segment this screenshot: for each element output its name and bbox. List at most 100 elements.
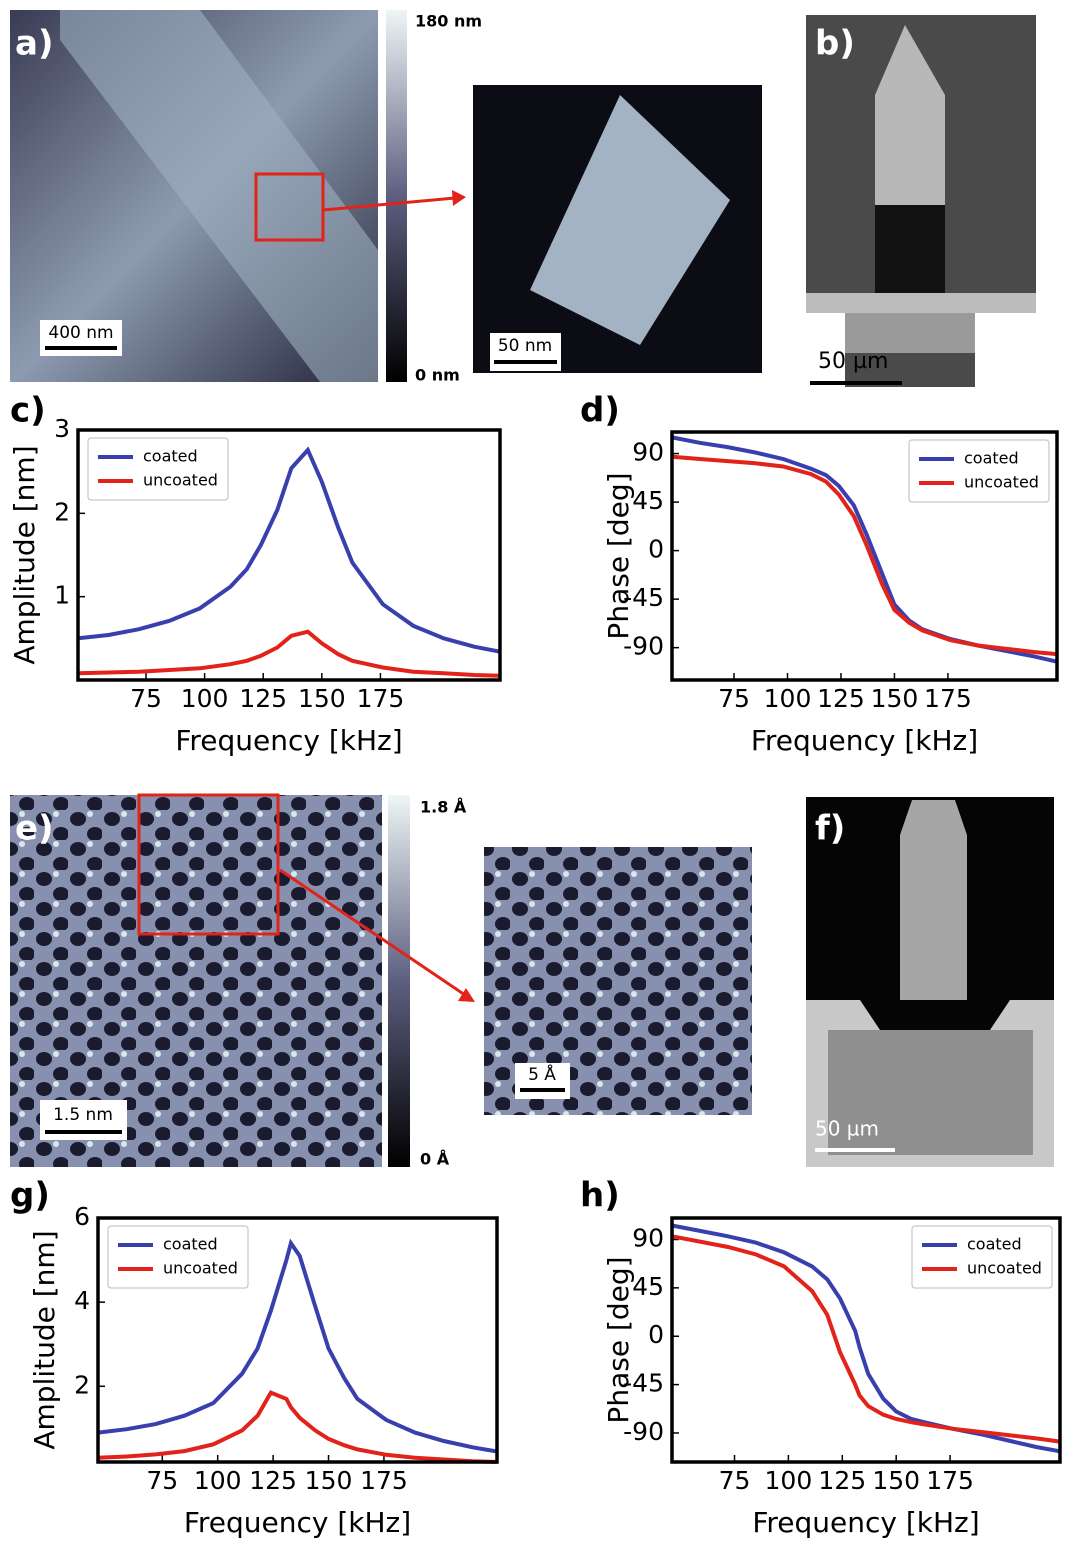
x-tick-label: 75 (719, 1466, 751, 1495)
legend-label: uncoated (967, 1259, 1042, 1278)
y-tick-label: 2 (54, 497, 70, 526)
scale-box (490, 333, 561, 371)
x-tick-label: 125 (239, 684, 287, 713)
zoom-box (254, 172, 325, 242)
arrow-head (452, 190, 466, 206)
x-tick-label: 150 (872, 1466, 920, 1495)
x-tick-label: 75 (718, 684, 750, 713)
chip (845, 313, 975, 353)
x-tick-label: 150 (305, 1466, 353, 1495)
panel-label: b) (815, 24, 855, 64)
scale-label: 5 Å (528, 1063, 556, 1085)
legend-label: coated (163, 1235, 218, 1254)
plot-frame (670, 1216, 1062, 1464)
x-tick-label: 150 (298, 684, 346, 713)
x-tick-label: 175 (924, 684, 972, 713)
panel-label: h) (580, 1176, 620, 1216)
panel-a: 180 nm 0 nm 400 nm 50 nm a) (10, 10, 762, 385)
chip-edge (806, 293, 1036, 313)
y-tick-label: 3 (54, 414, 70, 443)
legend-label: uncoated (964, 473, 1039, 492)
plot-frame (670, 430, 1059, 682)
x-axis-label: Frequency [kHz] (751, 724, 978, 757)
data-line (671, 1234, 1061, 1444)
x-axis-label: Frequency [kHz] (175, 724, 402, 757)
cantilever-tip (875, 25, 945, 205)
colorbar-min: 0 nm (415, 366, 460, 385)
scale-label: 400 nm (48, 323, 113, 343)
y-axis-label: Phase [deg] (602, 1256, 635, 1423)
y-tick-label: -45 (623, 583, 664, 612)
x-tick-label: 175 (360, 1466, 408, 1495)
x-tick-label: 75 (146, 1466, 178, 1495)
y-tick-label: 90 (632, 438, 664, 467)
scale-box (515, 1063, 570, 1099)
scale-label: 50 nm (498, 336, 552, 356)
panel-label: g) (10, 1176, 50, 1216)
x-tick-label: 100 (764, 684, 812, 713)
colorbar-max: 1.8 Å (420, 798, 467, 817)
plot-frame (76, 428, 502, 682)
x-axis-label: Frequency [kHz] (752, 1506, 979, 1539)
chip (828, 1030, 1033, 1155)
legend-box (911, 1225, 1053, 1289)
y-tick-label: -90 (623, 632, 664, 661)
x-tick-label: 175 (357, 684, 405, 713)
y-tick-label: -45 (623, 1369, 664, 1398)
legend-box (908, 439, 1050, 503)
y-tick-label: 0 (648, 535, 664, 564)
panel-f: 50 µm f) (806, 797, 1054, 1167)
panel-label: d) (580, 391, 620, 431)
y-tick-label: 4 (74, 1286, 90, 1315)
legend-label: coated (964, 449, 1019, 468)
x-tick-label: 100 (765, 1466, 813, 1495)
y-tick-label: 6 (74, 1202, 90, 1231)
data-line (77, 629, 501, 678)
background (806, 313, 845, 387)
data-line (97, 1390, 498, 1464)
colorbar-min: 0 Å (420, 1150, 450, 1169)
legend-label: coated (967, 1235, 1022, 1254)
colorbar (386, 10, 407, 382)
panel-label: f) (815, 809, 845, 849)
panel-label: a) (15, 24, 53, 64)
data-line (671, 454, 1058, 657)
y-tick-label: 1 (54, 581, 70, 610)
cantilever (900, 800, 967, 1000)
legend-box (87, 437, 229, 501)
legend-box (107, 1225, 249, 1289)
arrow (322, 196, 456, 212)
y-tick-label: 45 (632, 1272, 664, 1301)
panel-b: 50 µm b) (806, 15, 1036, 387)
colorbar (388, 795, 410, 1167)
y-tick-label: 0 (648, 1320, 664, 1349)
panel-label: e) (15, 809, 54, 849)
data-line (77, 446, 501, 654)
legend-label: coated (143, 447, 198, 466)
fiber-inset (530, 95, 730, 345)
x-tick-label: 150 (871, 684, 919, 713)
scale-label: 50 µm (818, 349, 888, 374)
x-tick-label: 125 (817, 684, 865, 713)
arrow-head (458, 988, 475, 1002)
y-tick-label: 2 (74, 1370, 90, 1399)
legend-label: uncoated (163, 1259, 238, 1278)
x-axis-label: Frequency [kHz] (184, 1506, 411, 1539)
x-tick-label: 125 (249, 1466, 297, 1495)
y-tick-label: 90 (632, 1223, 664, 1252)
arrow (279, 868, 466, 997)
scale-label: 50 µm (815, 1117, 879, 1141)
x-tick-label: 175 (926, 1466, 974, 1495)
zoom-box (137, 793, 280, 936)
x-tick-label: 75 (130, 684, 162, 713)
scale-label: 1.5 nm (53, 1105, 113, 1125)
colorbar-max: 180 nm (415, 12, 482, 31)
y-tick-label: -90 (623, 1417, 664, 1446)
panel-label: c) (10, 391, 46, 431)
panel-e: 1.8 Å 0 Å 1.5 nm 5 Å e) (10, 793, 752, 1169)
legend-label: uncoated (143, 471, 218, 490)
y-axis-label: Amplitude [nm] (8, 445, 41, 664)
y-axis-label: Amplitude [nm] (28, 1230, 61, 1449)
x-tick-label: 100 (194, 1466, 242, 1495)
